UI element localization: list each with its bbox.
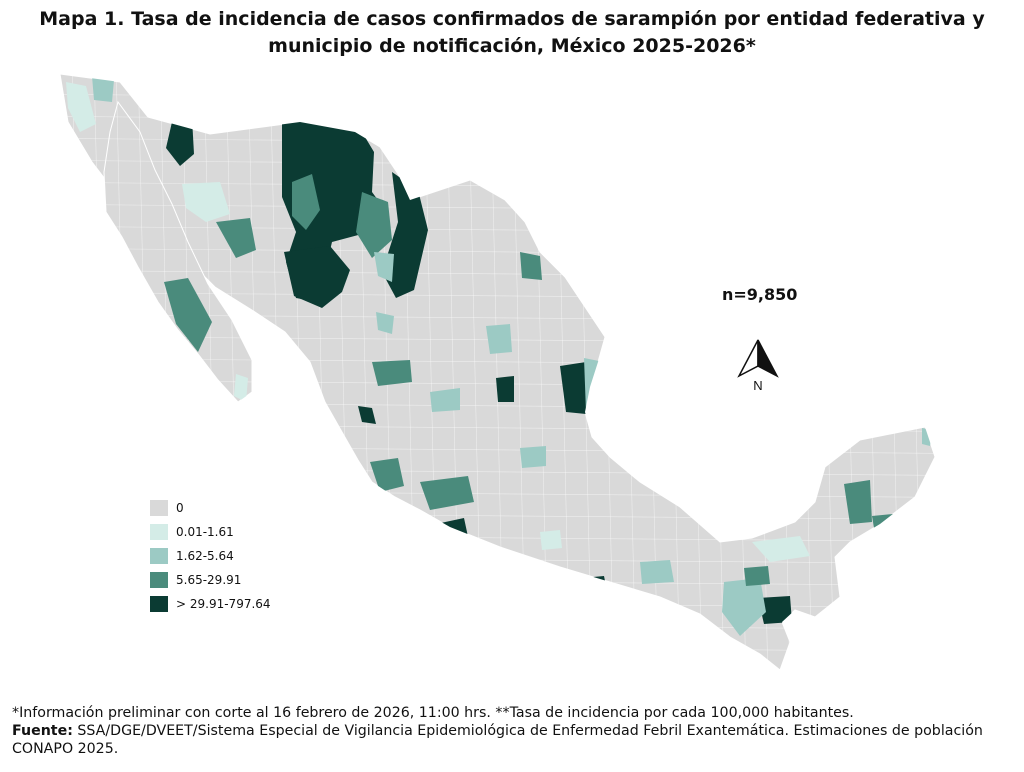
region-sanluis-light <box>486 324 512 354</box>
region-sinaloa-low <box>182 182 230 222</box>
legend-swatch <box>150 524 168 540</box>
region-colima-high <box>356 490 380 522</box>
legend-item: 5.65-29.91 <box>150 572 271 588</box>
region-guanajuato-light <box>430 388 460 412</box>
map-title-line-2: municipio de notificación, México 2025-2… <box>268 35 756 57</box>
map-title-line-1: Mapa 1. Tasa de incidencia de casos conf… <box>39 8 985 30</box>
region-hidalgo-light <box>520 446 546 468</box>
map-title: Mapa 1. Tasa de incidencia de casos conf… <box>0 6 1024 60</box>
region-sanluis-high <box>496 376 514 402</box>
legend-swatch <box>150 572 168 588</box>
legend-swatch <box>150 548 168 564</box>
region-nayarit-mid <box>372 360 412 386</box>
mexico-incidence-map <box>59 73 936 671</box>
north-arrow: N <box>733 336 783 396</box>
region-coahuila-mid <box>356 192 392 258</box>
footnote-source: Fuente: SSA/DGE/DVEET/Sistema Especial d… <box>12 722 1017 758</box>
region-durango-high <box>284 246 350 308</box>
legend-label: 0 <box>176 501 184 515</box>
legend-item: 1.62-5.64 <box>150 548 271 564</box>
legend-swatch <box>150 596 168 612</box>
region-sonora-high <box>166 118 194 166</box>
region-zacatecas-light <box>376 312 394 334</box>
region-coahuila-light <box>374 252 394 282</box>
region-jalisco-mid <box>370 458 404 492</box>
region-chiapas-light <box>722 578 766 636</box>
region-sinaloa-mid <box>216 218 256 258</box>
region-bc-low <box>66 82 96 132</box>
region-michoacan-mid <box>420 476 474 510</box>
region-michoacan-high <box>436 518 470 556</box>
legend-label: 5.65-29.91 <box>176 573 242 587</box>
region-bcs-mid <box>164 278 212 352</box>
region-quintanaroo-mid <box>872 512 914 552</box>
region-oaxaca-light <box>640 560 674 584</box>
region-tamaulipas-high <box>560 362 586 414</box>
baja-california-peninsula <box>103 100 253 403</box>
legend-swatch <box>150 500 168 516</box>
total-cases-label: n=9,850 <box>722 285 798 304</box>
north-label: N <box>753 378 762 393</box>
region-tamaulipas-light <box>584 358 604 416</box>
region-chiapas-high <box>758 596 792 624</box>
source-text: SSA/DGE/DVEET/Sistema Especial de Vigila… <box>12 723 983 757</box>
incidence-patches <box>66 76 932 636</box>
legend-label: 1.62-5.64 <box>176 549 234 563</box>
region-bc-light <box>92 76 114 102</box>
legend-label: 0.01-1.61 <box>176 525 234 539</box>
region-chiapas-mid <box>744 566 770 586</box>
footnote-preliminary: *Información preliminar con corte al 16 … <box>12 705 854 721</box>
north-arrow-icon: N <box>737 339 779 393</box>
region-nuevoleon-mid <box>520 252 542 280</box>
legend-item: 0.01-1.61 <box>150 524 271 540</box>
region-bcs-low <box>234 374 248 402</box>
map-legend: 0 0.01-1.61 1.62-5.64 5.65-29.91 > 29.91… <box>150 500 271 620</box>
source-label: Fuente: <box>12 723 73 739</box>
footnote: *Información preliminar con corte al 16 … <box>12 704 1017 758</box>
region-tabasco-low <box>752 536 810 562</box>
legend-item: > 29.91-797.64 <box>150 596 271 612</box>
region-chihuahua-mid <box>292 174 320 230</box>
region-jalisco-high <box>358 406 376 424</box>
legend-item: 0 <box>150 500 271 516</box>
region-guerrero-light <box>540 530 562 550</box>
region-campeche-mid <box>844 480 872 524</box>
legend-label: > 29.91-797.64 <box>176 597 271 611</box>
region-coahuila-high <box>382 172 428 298</box>
